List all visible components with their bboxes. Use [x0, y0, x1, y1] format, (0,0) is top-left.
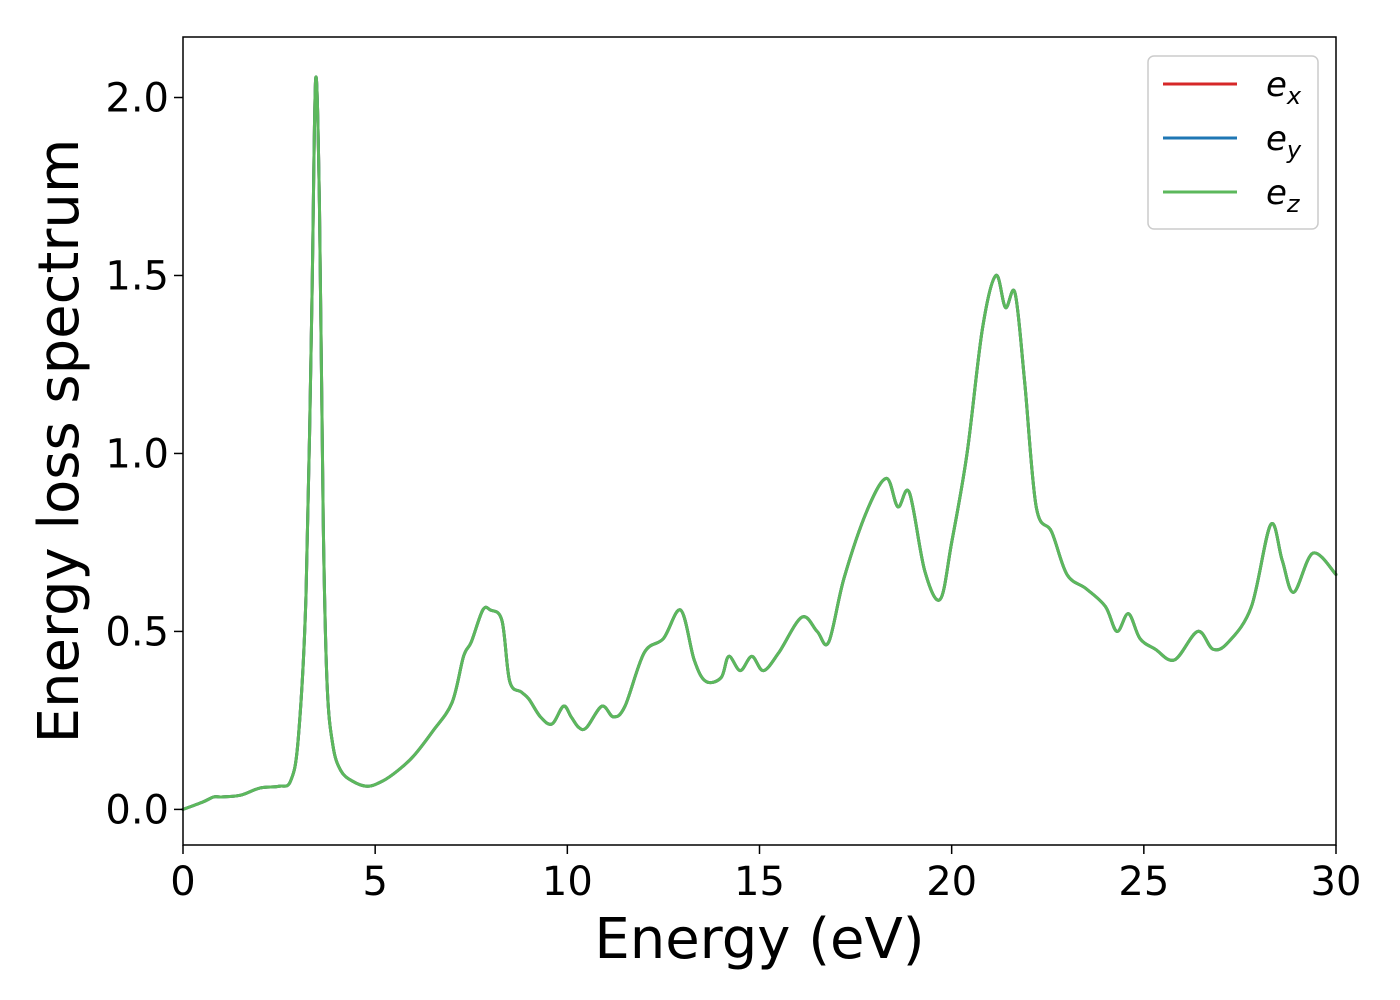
y-tick-label: 1.5	[105, 253, 169, 299]
y-tick-label: 0.5	[105, 609, 169, 655]
y-axis: 0.0 0.5 1.0 1.5 2.0	[105, 76, 183, 833]
legend-label-x: ex	[1266, 65, 1302, 110]
legend-box	[1147, 55, 1319, 230]
x-tick-label: 15	[734, 859, 785, 905]
x-axis-label: Energy (eV)	[594, 907, 924, 972]
x-tick-label: 5	[362, 859, 387, 905]
y-tick-label: 1.0	[105, 431, 169, 477]
x-tick-label: 30	[1311, 859, 1362, 905]
y-tick-label: 2.0	[105, 76, 169, 122]
y-axis-label: Energy loss spectrum	[27, 139, 92, 744]
series-line-e-z	[181, 75, 1338, 811]
x-tick-label: 0	[170, 859, 195, 905]
series-layer	[181, 75, 1338, 811]
y-tick-label: 0.0	[105, 787, 169, 833]
x-tick-label: 10	[542, 859, 593, 905]
x-axis: 0 5 10 15 20 25 30	[170, 845, 1361, 905]
x-tick-label: 20	[926, 859, 977, 905]
legend-label-y: ey	[1266, 119, 1302, 164]
x-tick-label: 25	[1118, 859, 1169, 905]
